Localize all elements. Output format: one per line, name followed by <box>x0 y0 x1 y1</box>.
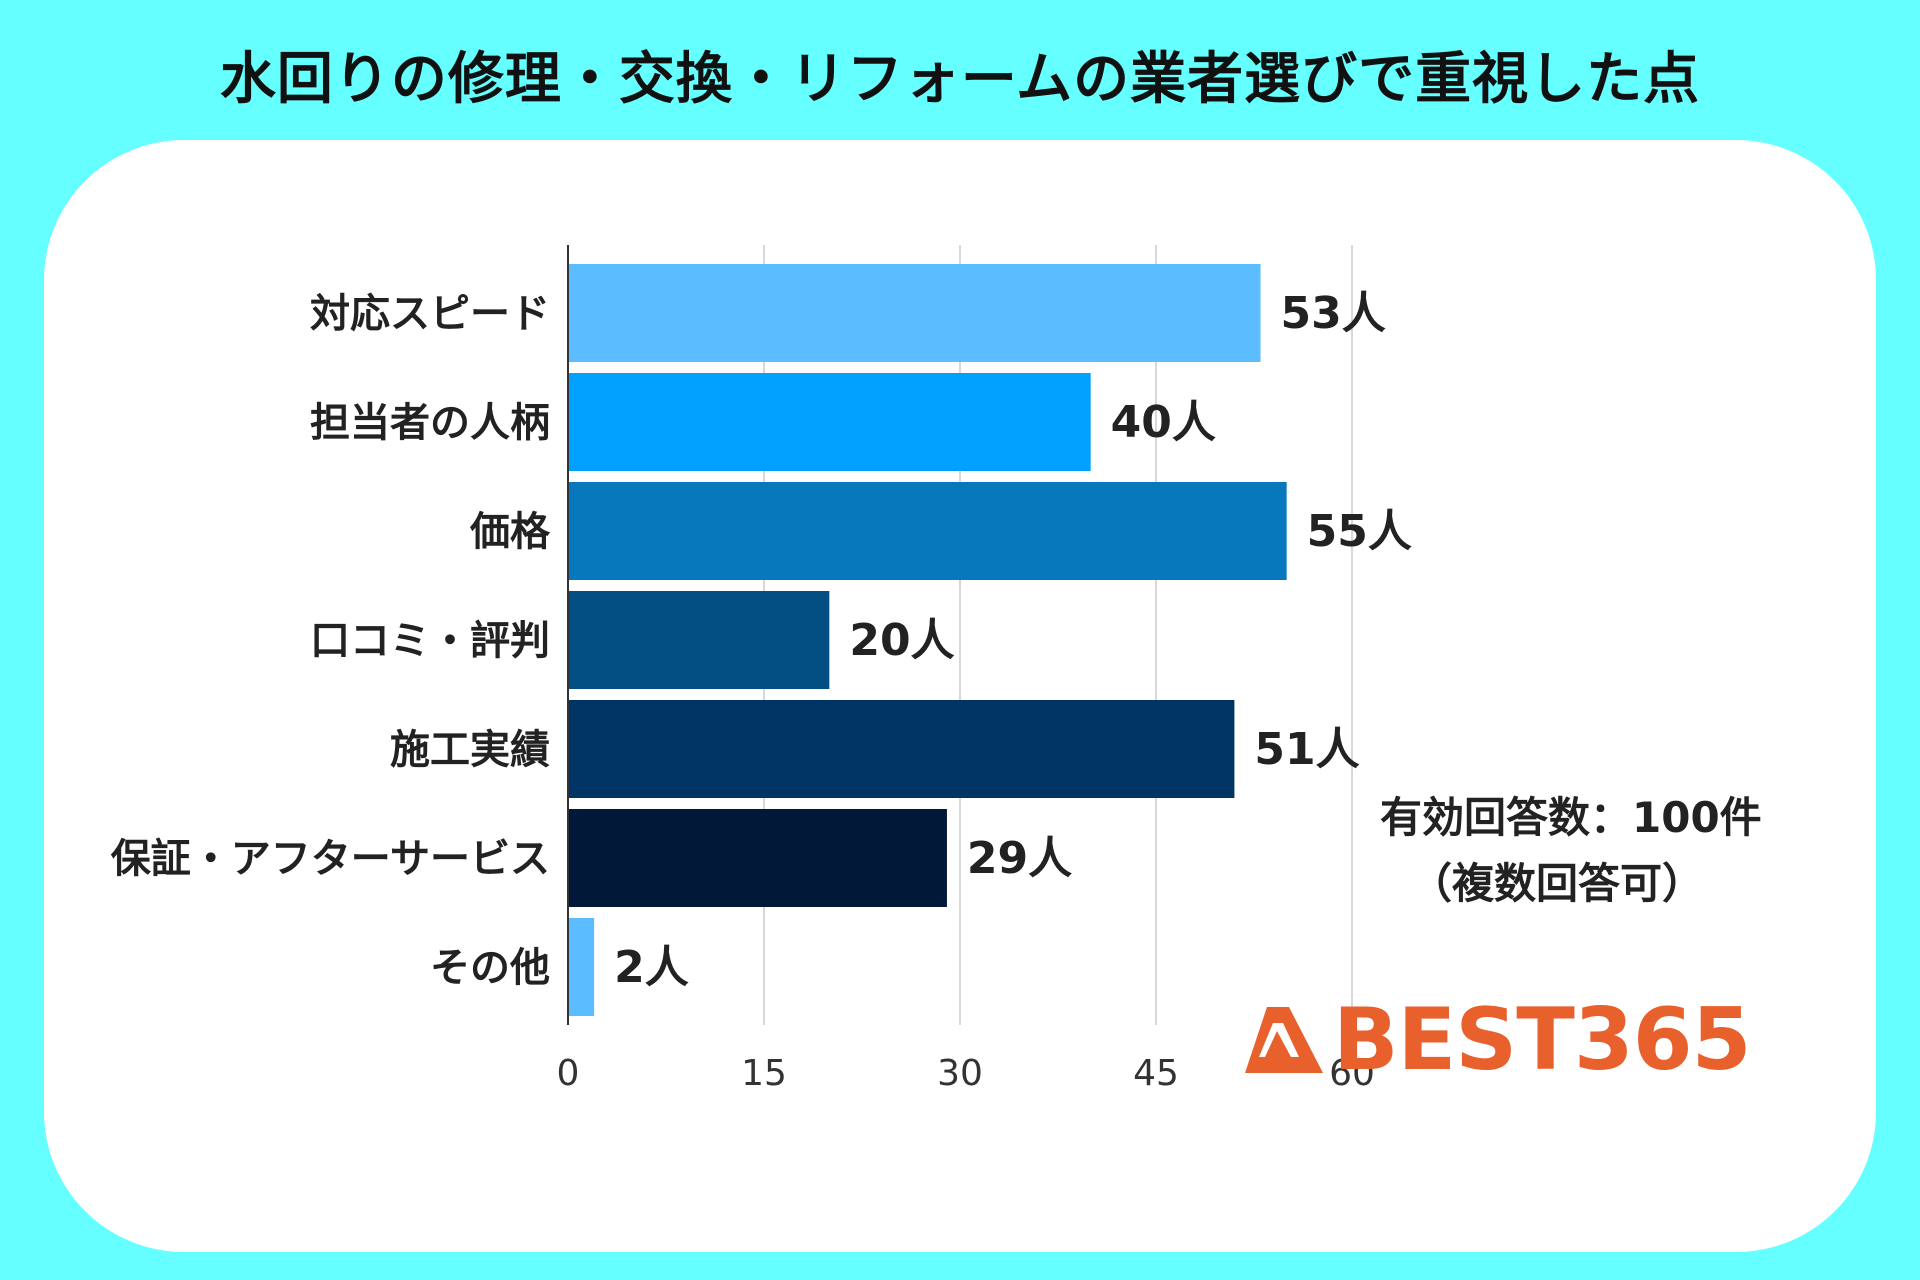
category-label: 対応スピード <box>310 291 550 337</box>
bar <box>568 591 830 689</box>
bar <box>568 373 1091 471</box>
category-label: 施工実績 <box>390 727 550 773</box>
category-label: その他 <box>430 945 550 991</box>
multiple-answers-note: （複数回答可） <box>1410 859 1705 908</box>
response-count: 有効回答数：100件 <box>1380 793 1762 842</box>
category-label: 価格 <box>469 509 551 555</box>
logo-mark-icon <box>1245 1007 1323 1073</box>
bar <box>568 700 1235 798</box>
x-tick-label: 0 <box>557 1053 580 1094</box>
data-label: 40人 <box>1111 397 1216 448</box>
bar <box>568 482 1287 580</box>
data-label: 51人 <box>1254 724 1359 775</box>
data-label: 29人 <box>967 833 1072 884</box>
x-tick-label: 15 <box>741 1053 787 1094</box>
brand-logo: BEST365 <box>1243 990 1751 1090</box>
category-label: 保証・アフターサービス <box>111 836 550 882</box>
x-tick-label: 30 <box>937 1053 983 1094</box>
x-tick-label: 60 <box>1329 1053 1375 1094</box>
x-tick-label: 45 <box>1133 1053 1179 1094</box>
chart-title: 水回りの修理・交換・リフォームの業者選びで重視した点 <box>219 47 1701 112</box>
data-label: 53人 <box>1281 288 1386 339</box>
data-label: 2人 <box>614 942 689 993</box>
data-label: 20人 <box>849 615 954 666</box>
category-label: 担当者の人柄 <box>310 400 550 446</box>
bar <box>568 264 1261 362</box>
bar <box>568 918 595 1016</box>
response-note: 有効回答数：100件 （複数回答可） <box>1380 785 1762 917</box>
data-label: 55人 <box>1307 506 1412 557</box>
bar <box>568 809 947 907</box>
category-label: 口コミ・評判 <box>310 618 550 664</box>
logo-text: BEST365 <box>1333 990 1751 1090</box>
